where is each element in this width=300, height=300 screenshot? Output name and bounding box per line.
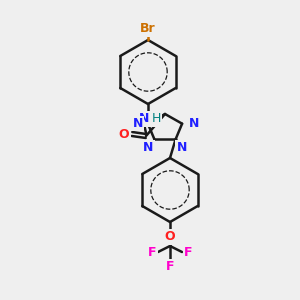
Text: O: O [119,128,129,140]
Text: N: N [139,112,149,125]
Text: Br: Br [140,22,156,35]
Text: F: F [184,245,192,259]
Text: O: O [165,230,175,244]
Text: N: N [143,141,154,154]
Text: N: N [133,117,143,130]
Text: F: F [148,245,156,259]
Text: F: F [166,260,174,274]
Text: N: N [176,141,187,154]
Text: H: H [151,112,161,125]
Text: N: N [189,117,199,130]
